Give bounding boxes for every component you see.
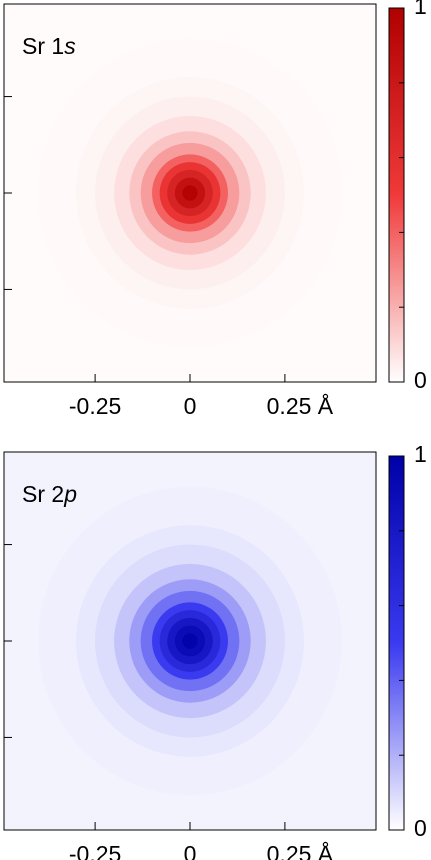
title-orbital: s [64, 33, 76, 59]
colorbar [388, 455, 405, 831]
panel-title: Sr 2p [22, 481, 77, 507]
heatmap [4, 4, 376, 382]
x-tick-label: 0 [184, 393, 197, 419]
colorbar-label: 0 [414, 815, 427, 841]
panel: -0.25 0 0.25 Å Sr 1s 0 1 [3, 0, 427, 419]
title-text: Sr 2 [22, 481, 64, 507]
density-ring [182, 633, 198, 649]
x-tick-label: -0.25 [69, 393, 121, 419]
panel-title: Sr 1s [22, 33, 76, 59]
x-tick-label: 0.25 Å [267, 392, 334, 419]
density-ring [182, 185, 198, 201]
colorbar [388, 7, 405, 383]
colorbar-label: 0 [414, 367, 427, 393]
x-tick-label: 0.25 Å [267, 840, 334, 860]
panel: -0.25 0 0.25 Å Sr 2p 0 1 [3, 441, 427, 860]
colorbar-label: 1 [414, 441, 427, 467]
title-orbital: p [63, 481, 77, 507]
x-tick-label: 0 [184, 841, 197, 860]
colorbar-label: 1 [414, 0, 427, 19]
heatmap [4, 452, 376, 830]
x-tick-label: -0.25 [69, 841, 121, 860]
title-text: Sr 1 [22, 33, 64, 59]
